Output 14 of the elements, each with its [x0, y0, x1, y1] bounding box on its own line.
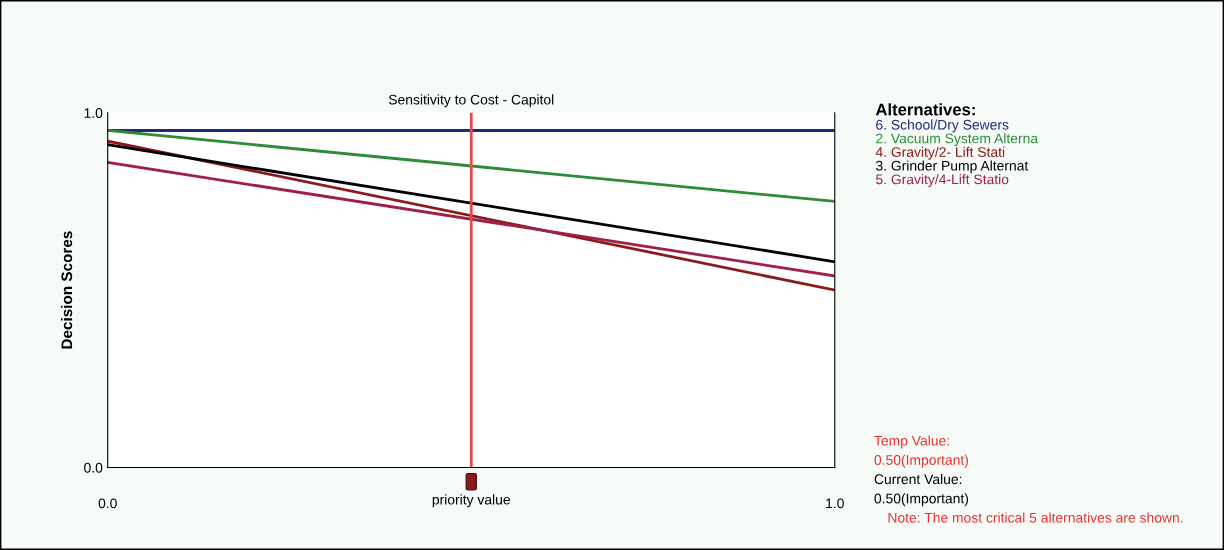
text: 6. School/Dry Sewers: [876, 119, 1009, 133]
legend-title: Alternatives:: [875, 103, 975, 116]
chart-title: Sensitivity to Cost - Capitol: [388, 94, 554, 108]
text: Temp Value:: [874, 435, 949, 449]
y-axis-title: Decision Scores: [60, 231, 73, 349]
text: 3. Grinder Pump Alternat: [875, 160, 1029, 174]
text: 2. Vacuum System Alterna: [876, 133, 1039, 147]
text: 4. Gravity/2- Lift Stati: [875, 146, 1005, 160]
x-axis-title: priority value: [432, 494, 510, 508]
text: 0.50(Important): [874, 454, 969, 468]
text: 0.50(Important): [874, 493, 969, 507]
text: Note: The most critical 5 alternatives are shown.: [888, 512, 1183, 523]
text: 5. Gravity/4-Lift Statio: [875, 174, 1009, 187]
text: Current Value:: [874, 473, 962, 485]
